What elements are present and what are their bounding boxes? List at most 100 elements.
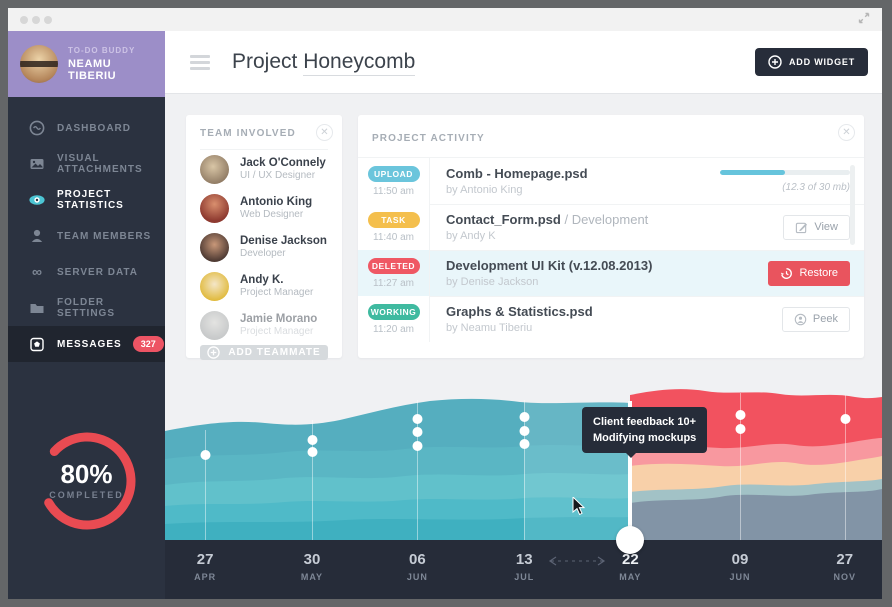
event-dot[interactable] (307, 447, 318, 457)
event-dot[interactable] (519, 439, 530, 449)
team-member-row[interactable]: Denise Jackson Developer (200, 228, 328, 267)
add-teammate-label: ADD TEAMMATE (228, 347, 321, 358)
add-widget-label: ADD WIDGET (789, 57, 855, 67)
sidebar-item-label: PROJECT STATISTICS (57, 189, 124, 211)
status-badge-task: TASK (367, 211, 420, 228)
member-avatar (200, 311, 229, 340)
sidebar-item-label: VISUAL ATTACHMENTS (57, 153, 143, 175)
event-dot[interactable] (307, 435, 318, 445)
activity-time: 11:40 am (373, 231, 414, 243)
sidebar: TO-DO BUDDY NEAMU TIBERIU DASHBOARD VISU… (8, 31, 165, 599)
restore-icon (781, 267, 793, 279)
app-window: TO-DO BUDDY NEAMU TIBERIU DASHBOARD VISU… (8, 31, 882, 599)
add-widget-button[interactable]: ADD WIDGET (755, 48, 868, 76)
event-dot[interactable] (412, 427, 423, 437)
activity-row-deleted[interactable]: DELETED 11:27 am Development UI Kit (v.1… (358, 250, 864, 296)
view-label: View (814, 221, 838, 233)
activity-time: 11:20 am (373, 323, 414, 335)
event-dot[interactable] (840, 414, 851, 424)
peek-person-icon (794, 313, 807, 325)
view-button[interactable]: View (783, 214, 850, 240)
close-icon[interactable]: ✕ (838, 124, 855, 141)
event-dot[interactable] (412, 441, 423, 451)
timeline-date-selected[interactable]: 22 MAY (619, 551, 642, 582)
sidebar-item-visual-attachments[interactable]: VISUAL ATTACHMENTS (8, 146, 165, 182)
user-avatar (20, 45, 58, 83)
window-titlebar (8, 8, 882, 31)
messages-icon (28, 335, 46, 353)
tooltip-line-1: Client feedback 10+ (593, 416, 697, 428)
team-member-row[interactable]: Jack O'Connely UI / UX Designer (200, 150, 328, 189)
timeline-scrubber-handle[interactable] (616, 526, 644, 554)
sidebar-item-messages[interactable]: MESSAGES 327 (8, 326, 165, 362)
messages-count-badge: 327 (132, 336, 164, 352)
sidebar-item-label: SERVER DATA (57, 266, 139, 278)
event-dot[interactable] (735, 424, 746, 434)
timeline-date[interactable]: 27 APR (194, 551, 217, 582)
member-name: Jack O'Connely (240, 157, 326, 170)
event-dot[interactable] (200, 450, 211, 460)
sidebar-item-dashboard[interactable]: DASHBOARD (8, 110, 165, 146)
app-label: TO-DO BUDDY (68, 46, 136, 55)
upload-progress-track (720, 169, 850, 175)
event-dot[interactable] (519, 412, 530, 422)
sidebar-item-team-members[interactable]: TEAM MEMBERS (8, 218, 165, 254)
timeline-date[interactable]: 06 JUN (406, 551, 428, 582)
expand-icon[interactable] (858, 11, 870, 29)
hamburger-menu-icon[interactable] (190, 54, 210, 70)
plus-circle-icon (768, 55, 782, 69)
project-progress: 80% COMPLETED (8, 362, 165, 599)
sidebar-item-label: MESSAGES (57, 338, 122, 350)
timeline-date[interactable]: 09 JUN (729, 551, 751, 582)
activity-byline: by Neamu Tiberiu (446, 322, 533, 334)
sidebar-item-folder-settings[interactable]: FOLDER SETTINGS (8, 290, 165, 326)
content: Project Honeycomb ADD WIDGET ✕ TEAM INVO… (165, 31, 882, 599)
peek-button[interactable]: Peek (781, 306, 850, 332)
project-activity-panel: ✕ PROJECT ACTIVITY UPLOAD 11:50 am Comb … (358, 115, 864, 358)
upload-progress-fill (720, 169, 785, 175)
progress-percent: 80% (60, 459, 113, 489)
member-name: Antonio King (240, 196, 313, 209)
activity-title-suffix: / Development (564, 212, 649, 227)
sidebar-item-server-data[interactable]: ∞ SERVER DATA (8, 254, 165, 290)
user-name: NEAMU TIBERIU (68, 58, 117, 82)
restore-button[interactable]: Restore (768, 260, 850, 286)
selected-range-arrow (548, 556, 606, 566)
progress-ring (38, 432, 135, 529)
team-member-row[interactable]: Andy K. Project Manager (200, 267, 328, 306)
dashboard-icon (28, 119, 46, 137)
folder-icon (28, 299, 46, 317)
plus-circle-icon (207, 346, 221, 359)
member-role: Developer (240, 248, 286, 260)
event-dot[interactable] (735, 410, 746, 420)
event-dot[interactable] (412, 414, 423, 424)
peek-label: Peek (812, 313, 838, 325)
team-member-row[interactable]: Jamie Morano Project Manager (200, 306, 328, 345)
user-card[interactable]: TO-DO BUDDY NEAMU TIBERIU (8, 31, 165, 97)
page-header: Project Honeycomb ADD WIDGET (165, 31, 882, 94)
activity-byline: by Andy K (446, 230, 496, 242)
team-member-row[interactable]: Antonio King Web Designer (200, 189, 328, 228)
activity-row-upload[interactable]: UPLOAD 11:50 am Comb - Homepage.psd by A… (358, 158, 864, 204)
sidebar-item-label: TEAM MEMBERS (57, 230, 152, 242)
timeline-date[interactable]: 13 JUL (514, 551, 535, 582)
member-name: Jamie Morano (240, 313, 318, 326)
area-chart-svg[interactable] (165, 385, 882, 540)
panel-scrollbar[interactable] (850, 165, 855, 245)
page-title-prefix: Project (232, 50, 298, 73)
infinity-icon: ∞ (28, 263, 46, 281)
panel-title: TEAM INVOLVED (200, 128, 328, 150)
tooltip-line-2: Modifying mockups (593, 432, 697, 444)
member-avatar (200, 155, 229, 184)
activity-row-working[interactable]: WORKING 11:20 am Graphs & Statistics.psd… (358, 296, 864, 342)
timeline-date[interactable]: 27 NOV (833, 551, 856, 582)
edit-icon (796, 222, 808, 233)
timeline-date[interactable]: 30 MAY (300, 551, 324, 582)
add-teammate-button[interactable]: ADD TEAMMATE (200, 345, 328, 360)
sidebar-item-label: FOLDER SETTINGS (57, 297, 116, 319)
sidebar-item-project-statistics[interactable]: PROJECT STATISTICS (8, 182, 165, 218)
activity-row-task[interactable]: TASK 11:40 am Contact_Form.psd / Develop… (358, 204, 864, 250)
svg-text:∞: ∞ (32, 264, 42, 280)
close-icon[interactable]: ✕ (316, 124, 333, 141)
event-dot[interactable] (519, 426, 530, 436)
